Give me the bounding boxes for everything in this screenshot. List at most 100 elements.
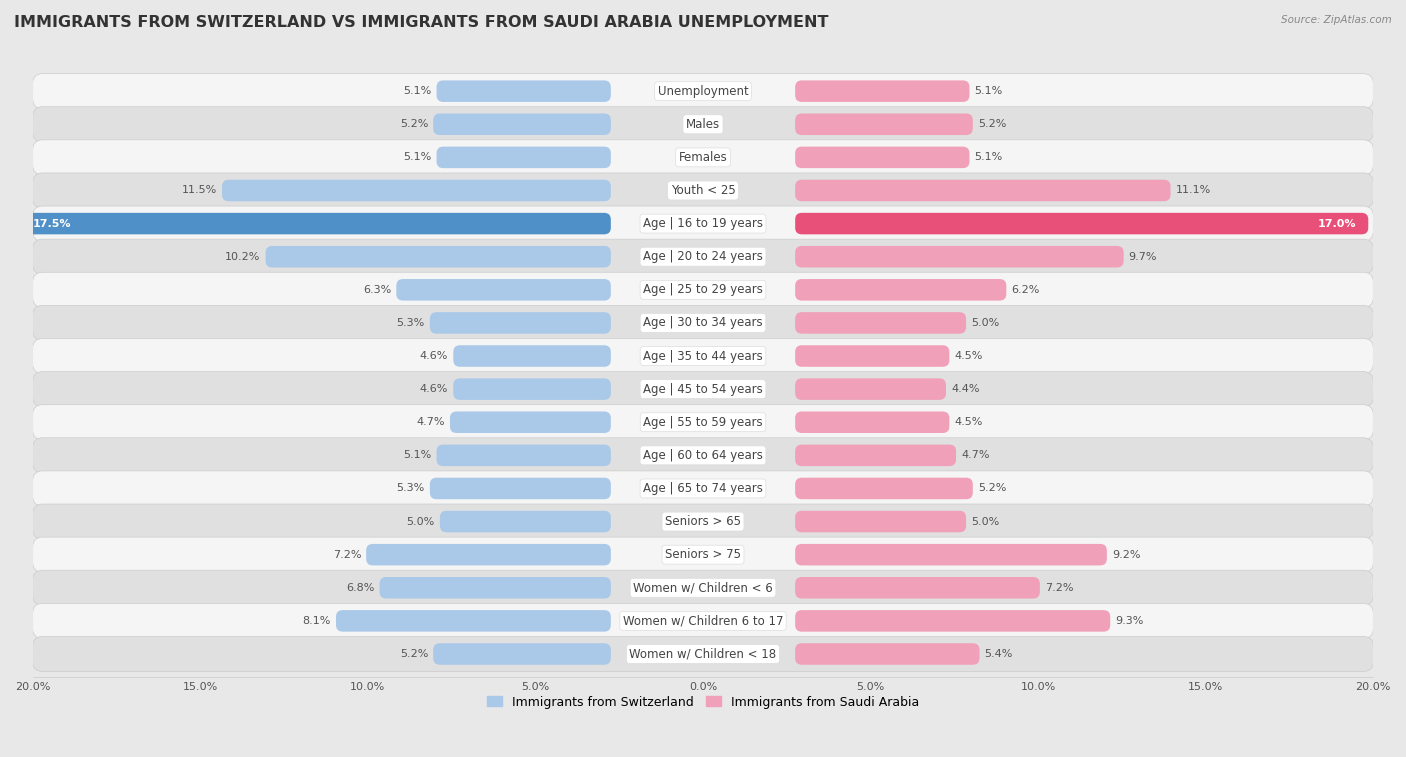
FancyBboxPatch shape (32, 206, 1374, 241)
FancyBboxPatch shape (32, 570, 1374, 606)
Text: 9.7%: 9.7% (1129, 252, 1157, 262)
FancyBboxPatch shape (796, 213, 1368, 235)
FancyBboxPatch shape (796, 610, 1111, 631)
FancyBboxPatch shape (32, 504, 1374, 539)
FancyBboxPatch shape (436, 444, 610, 466)
FancyBboxPatch shape (32, 405, 1374, 440)
Text: 4.7%: 4.7% (416, 417, 444, 427)
Text: 5.3%: 5.3% (396, 318, 425, 328)
FancyBboxPatch shape (796, 412, 949, 433)
Text: 4.7%: 4.7% (962, 450, 990, 460)
Text: Age | 45 to 54 years: Age | 45 to 54 years (643, 382, 763, 396)
Text: 7.2%: 7.2% (1045, 583, 1073, 593)
Text: 4.5%: 4.5% (955, 417, 983, 427)
FancyBboxPatch shape (796, 544, 1107, 565)
Text: 5.0%: 5.0% (972, 318, 1000, 328)
FancyBboxPatch shape (796, 511, 966, 532)
FancyBboxPatch shape (32, 637, 1374, 671)
FancyBboxPatch shape (32, 73, 1374, 109)
FancyBboxPatch shape (430, 478, 610, 499)
FancyBboxPatch shape (796, 147, 970, 168)
FancyBboxPatch shape (32, 239, 1374, 274)
Text: 5.2%: 5.2% (399, 649, 429, 659)
FancyBboxPatch shape (32, 603, 1374, 638)
FancyBboxPatch shape (430, 312, 610, 334)
Text: 8.1%: 8.1% (302, 616, 330, 626)
Text: 4.4%: 4.4% (950, 384, 980, 394)
Text: 4.6%: 4.6% (420, 351, 449, 361)
FancyBboxPatch shape (796, 478, 973, 499)
FancyBboxPatch shape (433, 114, 610, 135)
Text: 6.3%: 6.3% (363, 285, 391, 294)
FancyBboxPatch shape (222, 179, 610, 201)
Text: 5.1%: 5.1% (404, 152, 432, 163)
FancyBboxPatch shape (796, 312, 966, 334)
Text: 5.1%: 5.1% (404, 86, 432, 96)
Text: 4.6%: 4.6% (420, 384, 449, 394)
FancyBboxPatch shape (32, 173, 1374, 208)
Text: 5.1%: 5.1% (404, 450, 432, 460)
Text: Seniors > 65: Seniors > 65 (665, 515, 741, 528)
Text: 6.8%: 6.8% (346, 583, 374, 593)
FancyBboxPatch shape (436, 80, 610, 102)
FancyBboxPatch shape (796, 444, 956, 466)
Text: Females: Females (679, 151, 727, 164)
FancyBboxPatch shape (32, 107, 1374, 142)
FancyBboxPatch shape (433, 643, 610, 665)
FancyBboxPatch shape (440, 511, 610, 532)
FancyBboxPatch shape (796, 345, 949, 367)
Text: 5.0%: 5.0% (972, 516, 1000, 527)
FancyBboxPatch shape (796, 279, 1007, 301)
FancyBboxPatch shape (380, 577, 610, 599)
Text: Age | 55 to 59 years: Age | 55 to 59 years (643, 416, 763, 428)
Text: Age | 16 to 19 years: Age | 16 to 19 years (643, 217, 763, 230)
Text: Age | 60 to 64 years: Age | 60 to 64 years (643, 449, 763, 462)
FancyBboxPatch shape (796, 179, 1171, 201)
Text: Age | 30 to 34 years: Age | 30 to 34 years (643, 316, 763, 329)
Text: Age | 25 to 29 years: Age | 25 to 29 years (643, 283, 763, 296)
FancyBboxPatch shape (450, 412, 610, 433)
Text: 17.5%: 17.5% (32, 219, 72, 229)
Text: 17.0%: 17.0% (1317, 219, 1357, 229)
Text: 9.2%: 9.2% (1112, 550, 1140, 559)
Text: 9.3%: 9.3% (1115, 616, 1143, 626)
FancyBboxPatch shape (32, 372, 1374, 407)
FancyBboxPatch shape (21, 213, 610, 235)
Text: Age | 20 to 24 years: Age | 20 to 24 years (643, 251, 763, 263)
FancyBboxPatch shape (396, 279, 610, 301)
FancyBboxPatch shape (796, 577, 1040, 599)
Text: Age | 35 to 44 years: Age | 35 to 44 years (643, 350, 763, 363)
FancyBboxPatch shape (796, 114, 973, 135)
Text: 10.2%: 10.2% (225, 252, 260, 262)
Text: 5.2%: 5.2% (977, 484, 1007, 494)
FancyBboxPatch shape (796, 80, 970, 102)
FancyBboxPatch shape (32, 305, 1374, 341)
FancyBboxPatch shape (336, 610, 610, 631)
FancyBboxPatch shape (366, 544, 610, 565)
Text: Age | 65 to 74 years: Age | 65 to 74 years (643, 482, 763, 495)
FancyBboxPatch shape (796, 378, 946, 400)
Text: Unemployment: Unemployment (658, 85, 748, 98)
FancyBboxPatch shape (32, 471, 1374, 506)
Text: 4.5%: 4.5% (955, 351, 983, 361)
Text: Source: ZipAtlas.com: Source: ZipAtlas.com (1281, 15, 1392, 25)
FancyBboxPatch shape (32, 338, 1374, 373)
FancyBboxPatch shape (32, 273, 1374, 307)
FancyBboxPatch shape (32, 140, 1374, 175)
FancyBboxPatch shape (796, 643, 980, 665)
Text: 5.1%: 5.1% (974, 86, 1002, 96)
Text: 5.3%: 5.3% (396, 484, 425, 494)
Text: 7.2%: 7.2% (333, 550, 361, 559)
Text: 6.2%: 6.2% (1011, 285, 1039, 294)
FancyBboxPatch shape (453, 345, 610, 367)
Text: 5.2%: 5.2% (399, 120, 429, 129)
Legend: Immigrants from Switzerland, Immigrants from Saudi Arabia: Immigrants from Switzerland, Immigrants … (482, 690, 924, 714)
Text: Women w/ Children < 6: Women w/ Children < 6 (633, 581, 773, 594)
FancyBboxPatch shape (32, 438, 1374, 473)
FancyBboxPatch shape (436, 147, 610, 168)
Text: Women w/ Children < 18: Women w/ Children < 18 (630, 647, 776, 661)
Text: 11.1%: 11.1% (1175, 185, 1211, 195)
Text: Seniors > 75: Seniors > 75 (665, 548, 741, 561)
Text: IMMIGRANTS FROM SWITZERLAND VS IMMIGRANTS FROM SAUDI ARABIA UNEMPLOYMENT: IMMIGRANTS FROM SWITZERLAND VS IMMIGRANT… (14, 15, 828, 30)
Text: 5.1%: 5.1% (974, 152, 1002, 163)
